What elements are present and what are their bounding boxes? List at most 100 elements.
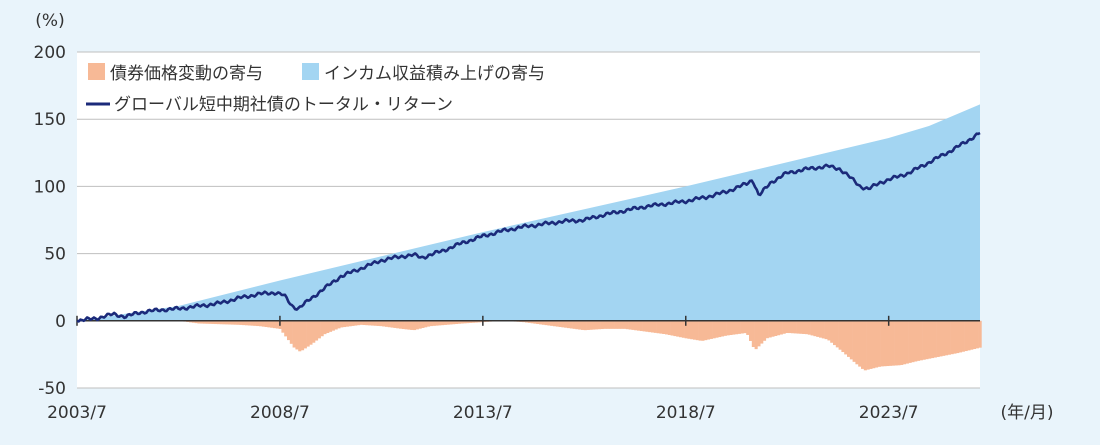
price-bar (718, 320, 722, 338)
price-bar (620, 320, 624, 329)
price-bar (399, 320, 403, 329)
price-bar (625, 320, 629, 330)
price-bar (617, 320, 621, 329)
price-bar (852, 320, 856, 362)
price-bar (869, 320, 873, 369)
price-bar (379, 320, 383, 327)
price-bar (393, 320, 397, 328)
price-bar (597, 320, 601, 330)
price-bar (553, 320, 557, 327)
price-bar (555, 320, 559, 327)
price-bar (628, 320, 632, 330)
price-bar (880, 320, 884, 367)
price-bar (373, 320, 377, 326)
price-bar (614, 320, 618, 329)
price-bar (964, 320, 968, 352)
price-bar (581, 320, 585, 330)
x-tick-label: 2008/7 (250, 403, 310, 423)
price-bar (309, 320, 313, 345)
price-bar (421, 320, 425, 328)
legend-label-price: 債券価格変動の寄与 (110, 64, 263, 84)
price-bar (267, 320, 271, 328)
price-bar (303, 320, 307, 349)
price-bar (284, 320, 288, 337)
price-bar (306, 320, 310, 347)
price-bar (203, 320, 207, 324)
price-bar (833, 320, 837, 346)
price-bar (945, 320, 949, 356)
price-bar (466, 320, 470, 324)
price-bar (961, 320, 965, 352)
price-bar (275, 320, 279, 329)
price-bar (323, 320, 327, 335)
x-tick-label: 2013/7 (453, 403, 513, 423)
price-bar (847, 320, 851, 357)
price-bar (359, 320, 363, 325)
price-bar (978, 320, 982, 348)
price-bar (861, 320, 865, 369)
price-bar (231, 320, 235, 325)
price-bar (914, 320, 918, 362)
price-bar (362, 320, 366, 326)
price-bar (292, 320, 296, 348)
price-bar (623, 320, 627, 329)
price-bar (807, 320, 811, 335)
price-bar (401, 320, 405, 330)
price-bar (418, 320, 422, 329)
price-bar (665, 320, 669, 335)
price-bar (771, 320, 775, 337)
price-bar (449, 320, 453, 325)
price-bar (687, 320, 691, 339)
price-bar (754, 320, 758, 350)
price-bar (889, 320, 893, 366)
price-bar (653, 320, 657, 333)
legend-label-total: グローバル短中期社債のトータル・リターン (114, 95, 453, 115)
price-bar (651, 320, 655, 333)
price-bar (317, 320, 321, 339)
price-bar (838, 320, 842, 350)
price-bar (735, 320, 739, 335)
price-bar (637, 320, 641, 331)
price-bar (194, 320, 198, 324)
price-bar (737, 320, 741, 334)
price-bar (441, 320, 445, 326)
price-bar (746, 320, 750, 335)
price-bar (959, 320, 963, 353)
price-bar (222, 320, 226, 325)
price-bar (457, 320, 461, 324)
price-bar (701, 320, 705, 341)
price-bar (877, 320, 881, 367)
price-bar (715, 320, 719, 338)
price-bar (886, 320, 890, 367)
total-return-series (76, 131, 981, 323)
price-bar (357, 320, 361, 326)
price-bar (385, 320, 389, 327)
price-bar (273, 320, 277, 329)
y-axis-tick-labels: 200 150 100 50 0 -50 (34, 43, 66, 399)
price-bar (950, 320, 954, 355)
price-bar (813, 320, 817, 337)
price-bar (376, 320, 380, 326)
price-bar (261, 320, 265, 327)
price-bar (247, 320, 251, 326)
price-bar (782, 320, 786, 334)
price-bar (371, 320, 375, 326)
price-bar (788, 320, 792, 334)
price-bar (903, 320, 907, 365)
price-bar (337, 320, 341, 329)
price-bar (264, 320, 268, 328)
price-bar (415, 320, 419, 330)
price-bar (824, 320, 828, 340)
price-bar (802, 320, 806, 334)
price-bar (435, 320, 439, 326)
price-bar (917, 320, 921, 361)
price-bar (841, 320, 845, 353)
price-bar (334, 320, 338, 330)
price-bar (740, 320, 744, 334)
price-bar (298, 320, 302, 352)
price-bar (698, 320, 702, 341)
price-bar (572, 320, 576, 329)
price-bar (455, 320, 459, 324)
price-bar (821, 320, 825, 339)
price-bar (928, 320, 932, 359)
